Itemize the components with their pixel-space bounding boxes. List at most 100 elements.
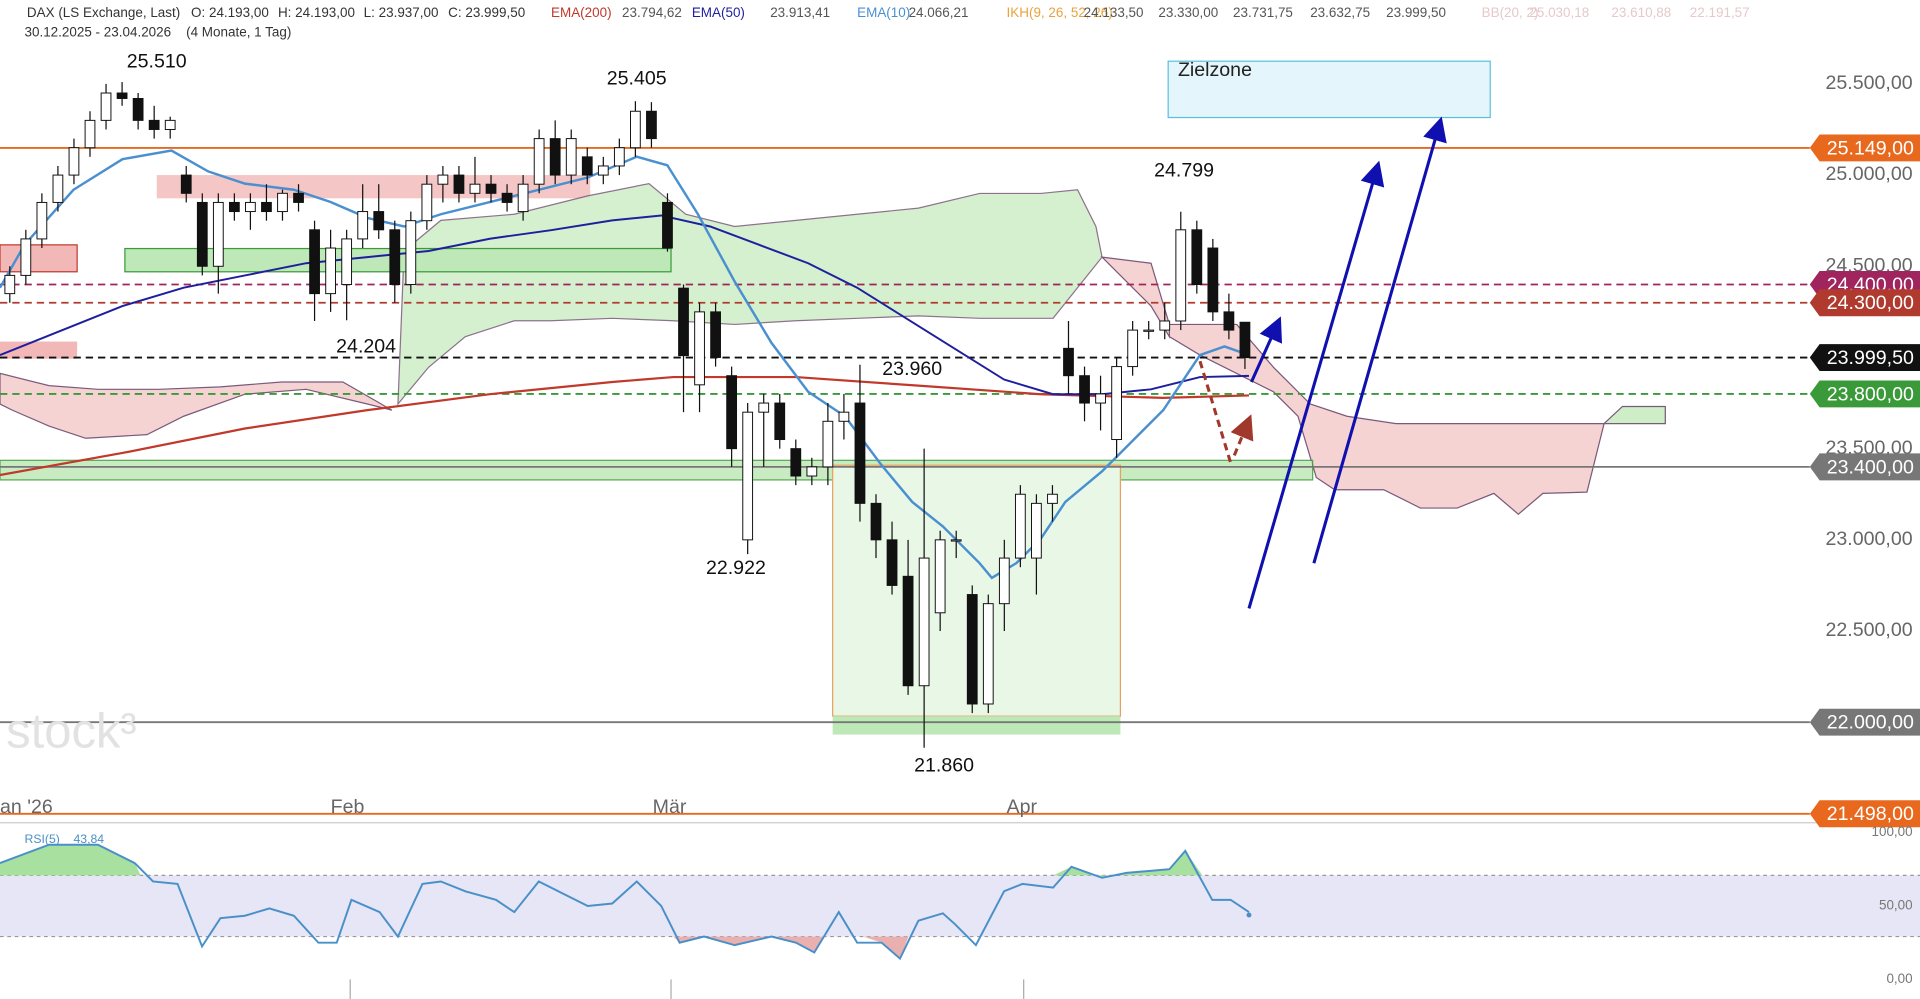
price-annotation: 21.860 (914, 754, 974, 776)
candle-body (469, 183, 481, 194)
candle-body (212, 201, 224, 267)
candle-body (164, 119, 176, 130)
candle-body (774, 402, 786, 441)
x-tick-label: an '26 (0, 796, 53, 818)
candle-body (1191, 229, 1203, 285)
candle-body (421, 183, 433, 222)
quote: H: 24.193,00 (278, 5, 355, 20)
candle-body (838, 411, 850, 422)
indicator-name: BB(20, 2) (1482, 5, 1539, 20)
candle-body (549, 138, 561, 176)
candle-body (68, 147, 80, 176)
candle-body (950, 539, 962, 542)
level-badge (1809, 380, 1920, 408)
candle-body (309, 229, 320, 295)
price-annotation: 23.960 (882, 358, 942, 380)
x-tick-label: Mär (653, 796, 687, 818)
y-tick-label: 23.500,00 (1826, 437, 1913, 459)
candle-body (646, 110, 657, 140)
rsi-line (0, 843, 1250, 961)
candle-body (630, 110, 641, 149)
candle-body (501, 192, 513, 203)
indicator-value: 23.913,41 (770, 5, 830, 20)
candle-body (565, 138, 577, 176)
target-zone-label: Zielzone (1178, 59, 1252, 81)
candle-body (581, 156, 593, 176)
level-badge (1809, 344, 1920, 372)
y-tick-label: 25.500,00 (1826, 72, 1913, 94)
resistance-zone (0, 341, 78, 359)
rsi-value: 43,84 (73, 832, 104, 846)
candle-body (245, 201, 256, 213)
candle-body (982, 603, 994, 705)
rsi-oversold (673, 936, 823, 953)
candle-body (934, 539, 946, 614)
level-badge (1809, 453, 1920, 481)
candle-body (517, 183, 529, 213)
candle-body (84, 119, 96, 149)
indicator-value: 23.632,75 (1310, 5, 1370, 20)
candle-body (357, 211, 369, 240)
candle-body (1014, 493, 1026, 559)
symbol: DAX (LS Exchange, Last) (27, 5, 180, 20)
candle-body (293, 192, 304, 203)
ema10 (0, 149, 1250, 580)
candle-body (886, 539, 898, 586)
candle-body (533, 138, 545, 185)
cloud (1602, 405, 1666, 425)
candle-body (854, 402, 866, 504)
candle-body (389, 229, 401, 285)
indicator-name: EMA(10) (857, 5, 910, 20)
candle-body (1031, 502, 1042, 559)
level-label: 22.000,00 (1827, 712, 1914, 734)
rsi-oversold (863, 936, 909, 959)
level-label: 25.149,00 (1827, 137, 1914, 159)
candle-body (261, 201, 272, 213)
candle-body (1047, 493, 1058, 504)
arrow (1250, 316, 1283, 383)
candle-body (132, 97, 144, 121)
y-tick-label: 24.500,00 (1826, 254, 1913, 276)
candle-body (325, 247, 337, 295)
candle-body (100, 92, 112, 121)
level-label: 21.498,00 (1827, 803, 1914, 825)
candle-body (180, 174, 192, 194)
quote: L: 23.937,00 (364, 5, 439, 20)
watermark: stock³ (6, 704, 137, 758)
level-label: 23.400,00 (1827, 456, 1914, 478)
indicator-value: 23.610,88 (1611, 5, 1671, 20)
indicator-name: IKH(9, 26, 52, 26) (1007, 5, 1113, 20)
bottom-zone (832, 716, 1121, 735)
level-label: 24.300,00 (1827, 292, 1914, 314)
candle-body (613, 147, 625, 167)
candle-body (597, 165, 609, 176)
candle-body (694, 311, 705, 386)
y-tick-label: 23.000,00 (1826, 528, 1913, 550)
candle-body (148, 119, 160, 130)
candle-body (870, 502, 882, 541)
arrow (1312, 116, 1447, 564)
candle-body (822, 420, 834, 468)
rsi-tick-label: 50,00 (1879, 898, 1913, 913)
candle-body (1143, 329, 1155, 332)
rsi-overbought (1053, 850, 1203, 878)
cloud (0, 372, 393, 439)
candle-body (453, 174, 465, 194)
candle-body (1207, 247, 1219, 313)
arrow (1230, 414, 1254, 457)
indicator-value: 23.999,50 (1386, 5, 1446, 20)
level-label: 23.999,50 (1827, 347, 1914, 369)
candle-body (437, 174, 449, 185)
quote: O: 24.193,00 (191, 5, 269, 20)
indicator-value: 23.731,75 (1233, 5, 1293, 20)
candle-body (790, 448, 802, 477)
level-badge (1809, 289, 1920, 317)
period: (4 Monate, 1 Tag) (186, 25, 291, 40)
indicator-name: EMA(200) (551, 5, 612, 20)
candle-body (678, 287, 689, 357)
candle-body (726, 375, 738, 450)
candle-body (341, 238, 353, 285)
candle-body (1079, 375, 1090, 404)
candle-body (228, 201, 240, 213)
